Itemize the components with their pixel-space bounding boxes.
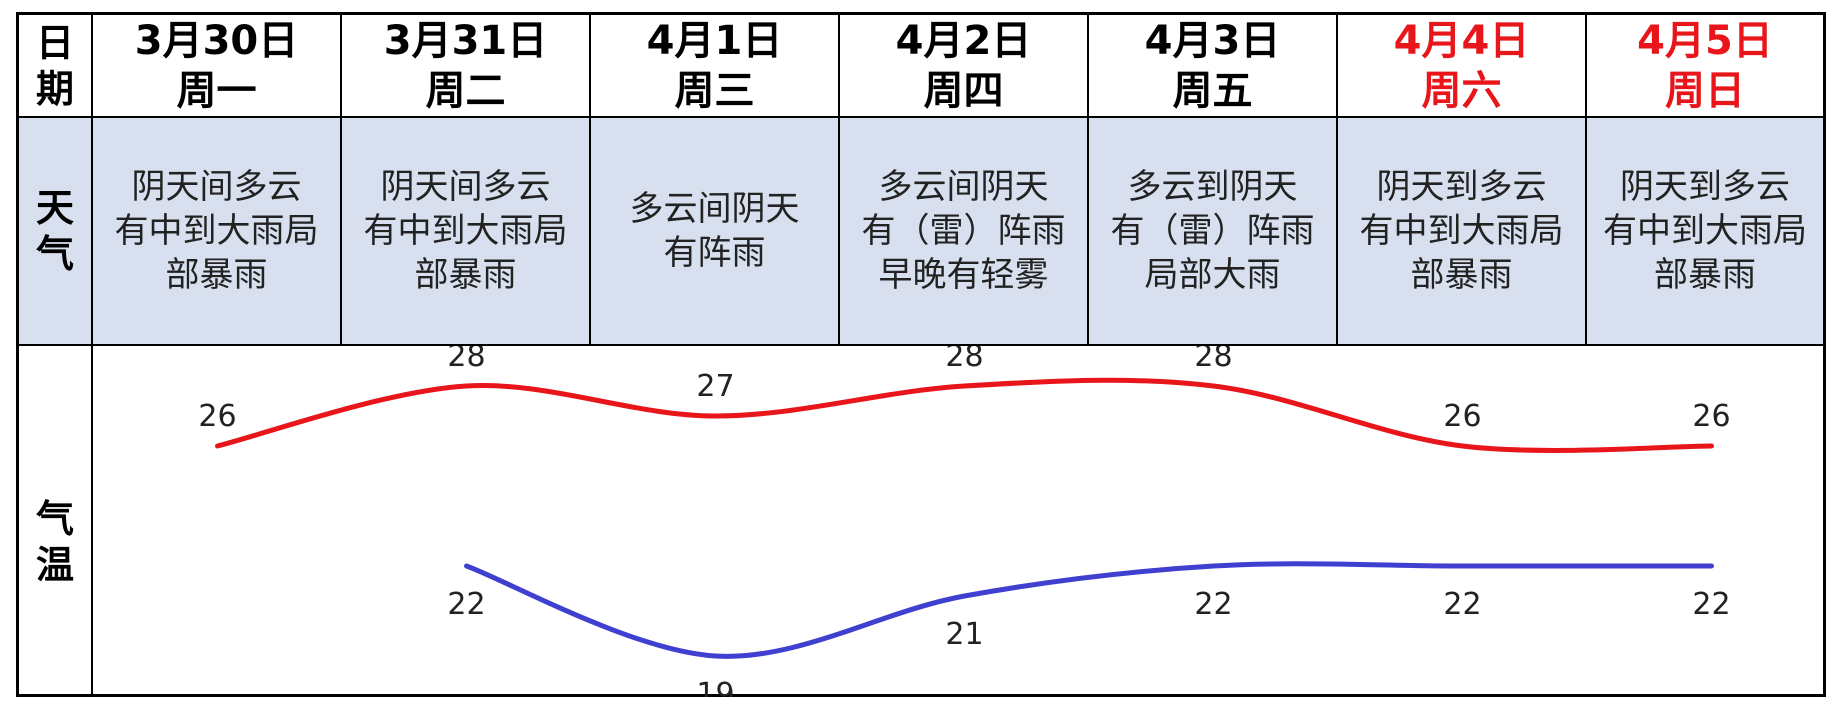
date-row: 日 期 3月30日 周一 3月31日 周二 4月1日 周三 4月2日 周四 4月3日 周五 4月4日… [19, 15, 1823, 118]
low-temperature-label: 22 [1443, 587, 1481, 622]
weather-row-label-text: 天 气 [36, 185, 74, 277]
temperature-row: 气 温 26 28 27 28 28 26 26 22 19 21 22 22 22 [19, 346, 1823, 697]
weather-description-line: 有中到大雨局 [1603, 211, 1807, 251]
date-label: 4月5日 [1637, 17, 1773, 64]
high-temperature-label: 28 [945, 346, 983, 374]
weather-description-line: 阴天间多云 [380, 167, 551, 207]
high-temperature-line [215, 377, 1714, 453]
weather-description-line: 部暴雨 [1654, 255, 1756, 295]
weather-description-line: 多云到阴天 [1127, 167, 1298, 207]
weather-cell: 阴天到多云 有中到大雨局 部暴雨 [1338, 118, 1587, 344]
date-label: 4月4日 [1393, 17, 1530, 64]
weekday-label: 周二 [425, 67, 506, 114]
weather-row-label: 天 气 [19, 118, 93, 344]
weather-cell: 多云间阴天 有（雷）阵雨 早晚有轻雾 [840, 118, 1089, 344]
weather-row: 天 气 阴天间多云 有中到大雨局 部暴雨 阴天间多云 有中到大雨局 部暴雨 多云间阴天 有阵雨… [19, 118, 1823, 346]
weather-description-line: 多云间阴天 [629, 189, 800, 229]
date-label: 4月3日 [1144, 17, 1281, 64]
weather-description-line: 早晚有轻雾 [878, 255, 1049, 295]
weather-description-line: 多云间阴天 [878, 167, 1049, 207]
weather-cell: 阴天间多云 有中到大雨局 部暴雨 [342, 118, 591, 344]
temperature-row-label-char: 气 [35, 496, 74, 541]
weekday-label: 周五 [1172, 67, 1253, 114]
temperature-chart: 26 28 27 28 28 26 26 22 19 21 22 22 22 [198, 346, 1730, 697]
weather-description-line: 有（雷）阵雨 [861, 211, 1066, 251]
weather-description-line: 有中到大雨局 [363, 211, 568, 251]
weather-description-line: 部暴雨 [414, 255, 517, 295]
high-temperature-label: 28 [447, 346, 485, 374]
weather-row-label-char: 天 [35, 186, 74, 230]
weather-cell: 多云到阴天 有（雷）阵雨 局部大雨 [1089, 118, 1338, 344]
weekday-label: 周一 [176, 67, 257, 114]
temperature-row-label-text: 气 温 [36, 496, 74, 588]
date-cell: 4月2日 周四 [840, 15, 1089, 116]
weather-cell: 阴天间多云 有中到大雨局 部暴雨 [93, 118, 342, 344]
high-temperature-label: 26 [198, 399, 236, 434]
temperature-row-label: 气 温 [19, 346, 93, 697]
weather-description-line: 有阵雨 [663, 233, 766, 273]
weather-description-line: 部暴雨 [165, 255, 268, 295]
date-label: 3月30日 [134, 17, 299, 64]
weekday-label: 周四 [923, 67, 1004, 114]
weekday-label: 周六 [1421, 67, 1502, 114]
weather-description-line: 阴天间多云 [131, 167, 302, 207]
date-cell: 3月31日 周二 [342, 15, 591, 116]
low-temperature-label: 22 [1194, 587, 1232, 622]
date-row-label-char: 日 [35, 20, 74, 65]
weather-description-line: 阴天到多云 [1376, 167, 1547, 207]
date-row-label-char: 期 [35, 66, 74, 111]
weather-description-line: 有中到大雨局 [114, 211, 319, 251]
date-label: 4月2日 [895, 17, 1032, 64]
low-temperature-label: 19 [696, 677, 734, 697]
weather-description-line: 有中到大雨局 [1359, 211, 1564, 251]
weather-description-line: 局部大雨 [1144, 255, 1281, 295]
weather-row-label-char: 气 [35, 232, 74, 276]
low-temperature-label: 21 [945, 617, 983, 652]
date-cell: 4月5日 周日 [1587, 15, 1823, 116]
weather-description-line: 有（雷）阵雨 [1110, 211, 1315, 251]
high-temperature-label: 26 [1443, 399, 1481, 434]
date-row-label: 日 期 [19, 15, 93, 116]
weekday-label: 周三 [674, 67, 755, 114]
low-temperature-label: 22 [1692, 587, 1730, 622]
date-cell: 4月1日 周三 [591, 15, 840, 116]
date-label: 3月31日 [383, 17, 548, 64]
date-cell: 4月4日 周六 [1338, 15, 1587, 116]
low-temperature-label: 22 [447, 587, 485, 622]
weather-cell: 多云间阴天 有阵雨 [591, 118, 840, 344]
weather-description-line: 部暴雨 [1410, 255, 1513, 295]
weather-cell: 阴天到多云 有中到大雨局 部暴雨 [1587, 118, 1823, 344]
date-cell: 4月3日 周五 [1089, 15, 1338, 116]
high-temperature-label: 28 [1194, 346, 1232, 374]
date-label: 4月1日 [646, 17, 783, 64]
low-temperature-line [464, 561, 1714, 659]
date-row-label-text: 日 期 [36, 20, 74, 112]
high-temperature-label: 26 [1692, 399, 1730, 434]
date-cell: 3月30日 周一 [93, 15, 342, 116]
weather-forecast-table: 日 期 3月30日 周一 3月31日 周二 4月1日 周三 4月2日 周四 4月3日 周五 4月4日… [16, 12, 1826, 697]
temperature-row-label-char: 温 [35, 542, 74, 587]
weather-description-line: 阴天到多云 [1620, 167, 1790, 207]
high-temperature-label: 27 [696, 369, 734, 404]
weekday-label: 周日 [1665, 67, 1745, 114]
